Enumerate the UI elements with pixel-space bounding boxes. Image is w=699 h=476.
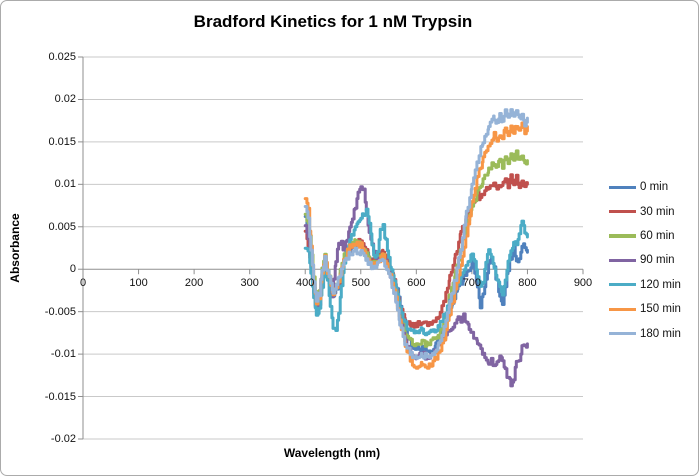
y-tick-label--0.01: -0.01 [50,348,76,361]
legend-item-120-min[interactable]: 120 min [609,273,695,297]
legend-label: 180 min [640,327,681,340]
legend: 0 min 30 min 60 min 90 min 120 min 150 min 180… [609,175,695,346]
x-tick-label-100: 100 [129,277,148,290]
legend-label: 0 min [640,181,669,194]
x-tick-label-0: 0 [79,277,87,290]
x-tick-label-800: 800 [518,277,537,290]
y-tick-label--0.005: -0.005 [44,305,76,318]
legend-item-60-min[interactable]: 60 min [609,224,695,248]
legend-label: 90 min [640,254,675,267]
legend-swatch-icon [609,209,636,214]
legend-swatch-icon [609,283,636,287]
legend-swatch-icon [609,185,636,189]
legend-swatch-icon [609,234,636,238]
y-tick-label-0: 0 [69,263,76,276]
x-tick-label-700: 700 [462,277,482,290]
legend-item-0-min[interactable]: 0 min [609,175,695,199]
legend-swatch-icon [609,258,636,262]
legend-item-90-min[interactable]: 90 min [609,248,695,272]
series-line-120-min [303,207,529,337]
chart-title: Bradford Kinetics for 1 nM Trypsin [193,12,473,31]
legend-label: 60 min [640,229,675,242]
legend-swatch-icon [609,331,636,336]
y-tick-label-0.02: 0.02 [54,93,76,106]
legend-label: 30 min [640,205,675,218]
legend-item-150-min[interactable]: 150 min [609,297,695,321]
legend-label: 120 min [640,278,681,291]
y-tick-label-0.025: 0.025 [48,51,76,63]
x-tick-label-300: 300 [240,277,259,290]
legend-swatch-icon [609,307,636,311]
x-tick-label-400: 400 [296,277,315,290]
y-tick-label-0.015: 0.015 [48,135,76,148]
x-tick-label-200: 200 [184,277,204,290]
x-tick-label-600: 600 [407,277,426,290]
y-tick-label--0.015: -0.015 [44,390,76,403]
legend-item-30-min[interactable]: 30 min [609,199,695,223]
x-axis-title: Wavelength (nm) [283,446,381,460]
y-tick-label-0.01: 0.01 [54,178,76,191]
y-axis-title: Absorbance [8,213,22,283]
y-tick-label--0.02: -0.02 [50,433,76,445]
x-tick-label-900: 900 [573,277,593,290]
x-tick-label-500: 500 [351,277,370,290]
series-line-180-min [303,108,529,360]
y-tick-label-0.005: 0.005 [48,220,76,233]
legend-label: 150 min [640,303,681,316]
legend-item-180-min[interactable]: 180 min [609,321,695,345]
